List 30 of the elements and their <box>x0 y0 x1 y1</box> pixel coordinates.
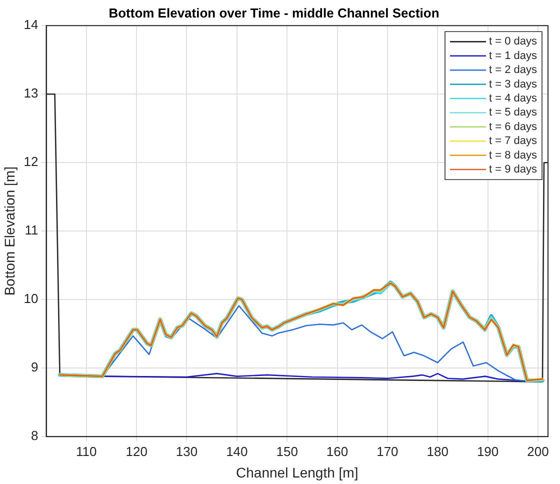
legend-label: t = 9 days <box>489 164 538 176</box>
legend-label: t = 5 days <box>489 106 538 119</box>
x-tick-label: 120 <box>126 444 148 459</box>
y-tick-label: 10 <box>24 291 38 306</box>
chart-title: Bottom Elevation over Time - middle Channel Section <box>108 5 440 20</box>
x-tick-label: 150 <box>276 444 298 459</box>
legend-label: t = 6 days <box>489 120 538 133</box>
y-axis-title: Bottom Elevation [m] <box>1 166 18 296</box>
x-tick-label: 200 <box>527 444 549 459</box>
x-tick-label: 130 <box>176 444 198 459</box>
x-tick-label: 170 <box>376 444 398 459</box>
y-tick-label: 14 <box>24 17 38 32</box>
y-tick-label: 13 <box>24 86 38 101</box>
legend-label: t = 7 days <box>489 135 538 148</box>
x-tick-label: 190 <box>476 444 499 459</box>
legend-label: t = 3 days <box>489 78 538 90</box>
legend-label: t = 1 days <box>489 50 538 62</box>
legend-label: t = 4 days <box>489 92 538 105</box>
y-tick-label: 9 <box>31 360 38 375</box>
x-tick-label: 180 <box>426 444 448 459</box>
y-tick-label: 8 <box>31 428 38 444</box>
legend-label: t = 8 days <box>489 149 538 162</box>
x-tick-label: 160 <box>326 444 348 459</box>
x-axis-title: Channel Length [m] <box>236 464 358 480</box>
legend-label: t = 2 days <box>489 64 538 76</box>
x-tick-label: 140 <box>226 444 248 459</box>
legend-label: t = 0 days <box>489 36 538 48</box>
x-tick-label: 110 <box>76 444 97 459</box>
y-tick-label: 12 <box>24 154 38 170</box>
y-tick-label: 11 <box>24 222 38 238</box>
